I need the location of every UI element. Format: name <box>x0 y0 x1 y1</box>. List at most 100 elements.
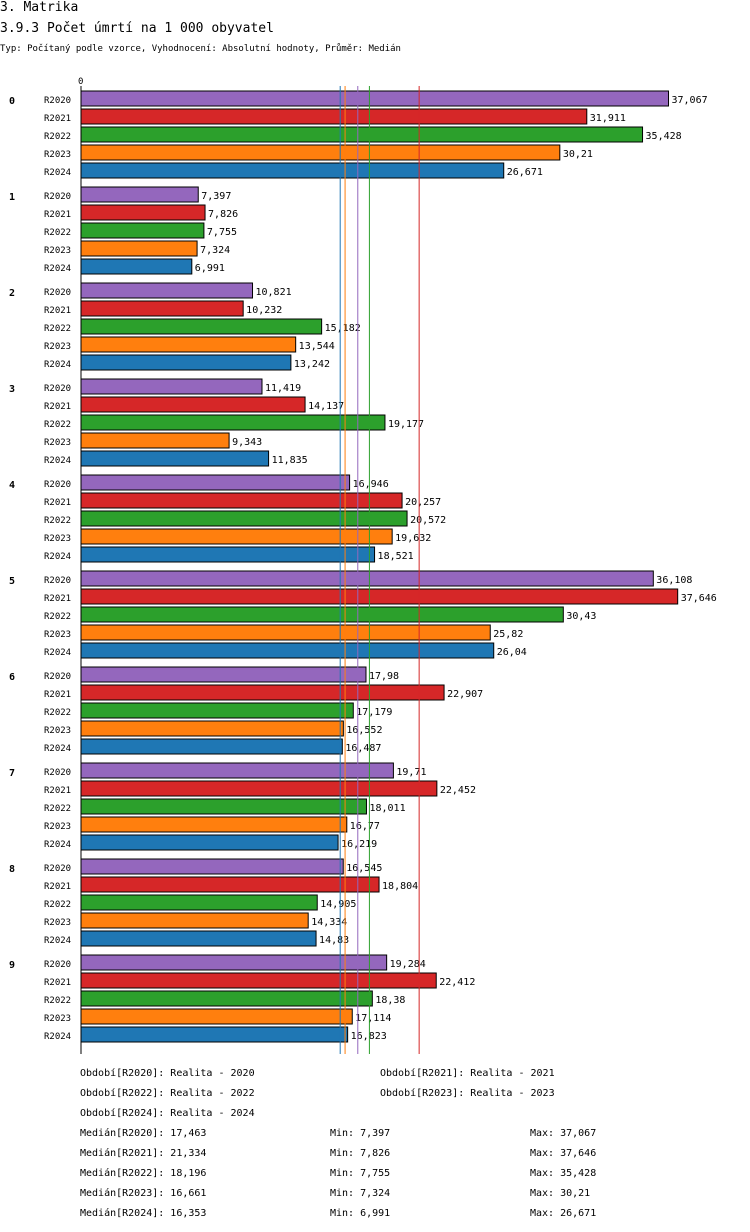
bar-value-label-r2022-0: 35,428 <box>646 131 682 142</box>
bar-r2022-7 <box>80 798 367 815</box>
bar-r2021-3 <box>80 396 306 413</box>
series-label-r2023-9: R2023 <box>44 1014 71 1024</box>
bar-value-label-r2021-0: 31,911 <box>590 113 626 124</box>
category-label-4: 4 <box>9 480 15 491</box>
series-label-r2023-8: R2023 <box>44 918 71 928</box>
stat-min-r2021: Min: 7,826 <box>330 1148 391 1159</box>
series-label-r2021-2: R2021 <box>44 306 71 316</box>
category-label-5: 5 <box>9 576 15 587</box>
bar-value-label-r2024-8: 14,83 <box>319 935 349 946</box>
bar-r2024-7 <box>80 834 339 851</box>
series-label-r2023-5: R2023 <box>44 630 71 640</box>
bar-r2023-0 <box>80 144 561 161</box>
bar-value-label-r2022-6: 17,179 <box>356 707 392 718</box>
stat-max-r2022: Max: 35,428 <box>530 1168 597 1179</box>
bar-r2023-2 <box>80 336 297 353</box>
series-label-r2023-6: R2023 <box>44 726 71 736</box>
legend-period-r2020: Období[R2020]: Realita - 2020 <box>80 1068 255 1079</box>
series-label-r2020-1: R2020 <box>44 192 71 202</box>
series-label-r2023-2: R2023 <box>44 342 71 352</box>
bar-r2023-9 <box>80 1008 353 1025</box>
bar-value-label-r2024-5: 26,04 <box>497 647 527 658</box>
series-label-r2020-3: R2020 <box>44 384 71 394</box>
bar-value-label-r2023-2: 13,544 <box>299 341 335 352</box>
axis-zero-label: 0 <box>78 77 83 87</box>
stat-max-r2024: Max: 26,671 <box>530 1208 597 1219</box>
bar-value-label-r2020-2: 10,821 <box>256 287 292 298</box>
bar-r2023-4 <box>80 528 393 545</box>
bar-value-label-r2023-4: 19,632 <box>395 533 431 544</box>
series-label-r2020-7: R2020 <box>44 768 71 778</box>
bar-r2021-4 <box>80 492 403 509</box>
bar-r2022-0 <box>80 126 644 143</box>
series-label-r2022-8: R2022 <box>44 900 71 910</box>
series-label-r2022-6: R2022 <box>44 708 71 718</box>
bar-r2020-2 <box>80 282 254 299</box>
bar-value-label-r2020-6: 17,98 <box>369 671 399 682</box>
series-label-r2022-2: R2022 <box>44 324 71 334</box>
legend-period-r2022: Období[R2022]: Realita - 2022 <box>80 1088 255 1099</box>
series-label-r2022-4: R2022 <box>44 516 71 526</box>
bar-value-label-r2021-8: 18,804 <box>382 881 418 892</box>
series-label-r2023-1: R2023 <box>44 246 71 256</box>
bar-value-label-r2022-9: 18,38 <box>375 995 405 1006</box>
bar-r2020-9 <box>80 954 388 971</box>
bar-r2021-8 <box>80 876 380 893</box>
bar-r2021-7 <box>80 780 438 797</box>
bar-r2023-1 <box>80 240 198 257</box>
series-label-r2024-7: R2024 <box>44 840 71 850</box>
bar-value-label-r2020-4: 16,946 <box>353 479 389 490</box>
stat-median-r2020: Medián[R2020]: 17,463 <box>80 1128 207 1139</box>
chart-subtitle: Typ: Počítaný podle vzorce, Vyhodnocení:… <box>0 44 401 54</box>
bar-r2024-8 <box>80 930 317 947</box>
bar-value-label-r2021-9: 22,412 <box>439 977 475 988</box>
series-label-r2020-4: R2020 <box>44 480 71 490</box>
series-label-r2024-4: R2024 <box>44 552 71 562</box>
bar-r2022-8 <box>80 894 318 911</box>
bar-value-label-r2023-9: 17,114 <box>355 1013 391 1024</box>
series-label-r2021-0: R2021 <box>44 114 71 124</box>
series-label-r2023-4: R2023 <box>44 534 71 544</box>
bar-r2024-0 <box>80 162 505 179</box>
series-label-r2021-8: R2021 <box>44 882 71 892</box>
series-label-r2020-8: R2020 <box>44 864 71 874</box>
series-label-r2021-9: R2021 <box>44 978 71 988</box>
series-label-r2024-1: R2024 <box>44 264 71 274</box>
bar-value-label-r2024-7: 16,219 <box>341 839 377 850</box>
series-label-r2023-0: R2023 <box>44 150 71 160</box>
bar-value-label-r2023-8: 14,334 <box>311 917 347 928</box>
stat-min-r2024: Min: 6,991 <box>330 1208 391 1219</box>
bar-r2020-5 <box>80 570 654 587</box>
bar-r2020-0 <box>80 90 670 107</box>
stat-min-r2022: Min: 7,755 <box>330 1168 391 1179</box>
series-label-r2023-7: R2023 <box>44 822 71 832</box>
series-label-r2022-1: R2022 <box>44 228 71 238</box>
bar-r2024-2 <box>80 354 292 371</box>
series-label-r2022-0: R2022 <box>44 132 71 142</box>
bar-value-label-r2024-1: 6,991 <box>195 263 225 274</box>
bar-value-label-r2024-4: 18,521 <box>378 551 414 562</box>
series-label-r2020-5: R2020 <box>44 576 71 586</box>
bar-r2021-1 <box>80 204 206 221</box>
legend-period-r2021: Období[R2021]: Realita - 2021 <box>380 1068 555 1079</box>
bar-value-label-r2022-1: 7,755 <box>207 227 237 238</box>
series-label-r2022-3: R2022 <box>44 420 71 430</box>
bar-r2021-2 <box>80 300 244 317</box>
series-label-r2021-1: R2021 <box>44 210 71 220</box>
series-label-r2021-5: R2021 <box>44 594 71 604</box>
bar-r2024-3 <box>80 450 270 467</box>
bar-r2024-5 <box>80 642 495 659</box>
series-label-r2024-2: R2024 <box>44 360 71 370</box>
bar-value-label-r2022-2: 15,182 <box>325 323 361 334</box>
bar-r2021-6 <box>80 684 445 701</box>
bar-r2024-1 <box>80 258 193 275</box>
stat-median-r2021: Medián[R2021]: 21,334 <box>80 1148 207 1159</box>
bar-value-label-r2021-6: 22,907 <box>447 689 483 700</box>
bar-value-label-r2020-8: 16,545 <box>346 863 382 874</box>
bar-value-label-r2023-6: 16,552 <box>346 725 382 736</box>
series-label-r2024-3: R2024 <box>44 456 71 466</box>
bar-value-label-r2024-9: 16,823 <box>351 1031 387 1042</box>
bar-value-label-r2024-2: 13,242 <box>294 359 330 370</box>
series-label-r2020-0: R2020 <box>44 96 71 106</box>
